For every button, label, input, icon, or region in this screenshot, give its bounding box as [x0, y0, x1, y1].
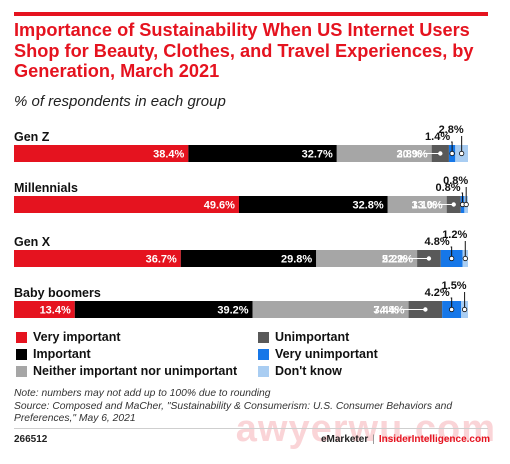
- footer-brand: eMarketer | InsiderIntelligence.com: [321, 434, 490, 445]
- accent-bar: [14, 12, 488, 16]
- marker-gen-z-unimportant: [438, 151, 443, 156]
- legend-swatch-unimportant: [258, 331, 269, 343]
- data-label-baby-boomers-very-important: 13.4%: [40, 305, 71, 317]
- legend-item-unimportant: Unimportant: [258, 330, 349, 344]
- bar-gen-x-important: [180, 250, 317, 267]
- bar-baby-boomers-important: [74, 301, 253, 318]
- bar-gen-x-very-important: [14, 250, 181, 267]
- bar-millennials-important: [238, 196, 388, 213]
- legend-swatch-important: [16, 348, 27, 360]
- callout-marker-gen-x-very-unimportant: [449, 255, 455, 262]
- data-label-gen-z-neither: 20.9%: [396, 149, 427, 161]
- data-label-gen-z-very-important: 38.4%: [153, 149, 184, 161]
- legend-swatch-dont-know: [258, 365, 269, 377]
- data-label-gen-x-unimportant: 5.2%: [382, 254, 407, 266]
- legend-label-very-important: Very important: [33, 330, 121, 344]
- category-label-baby-boomers: Baby boomers: [14, 286, 101, 300]
- legend-label-neither: Neither important nor unimportant: [33, 364, 238, 378]
- brand-separator: |: [372, 434, 375, 445]
- callout-marker-gen-z-dont-know: [459, 150, 465, 157]
- legend-label-very-unimportant: Very unimportant: [275, 347, 378, 361]
- callout-line-gen-z-very-unimportant: [451, 141, 453, 154]
- legend-item-neither: Neither important nor unimportant: [16, 364, 237, 378]
- legend-swatch-neither: [16, 365, 27, 377]
- callout-label-gen-z-very-unimportant: 1.4%: [425, 131, 450, 143]
- bar-gen-x-neither: [316, 250, 418, 267]
- source-note: Note: numbers may not add up to 100% due…: [14, 388, 494, 426]
- legend-item-very-unimportant: Very unimportant: [258, 347, 378, 361]
- stacked-bar-chart: Gen Z 38.4% 32.7% 20.9%3.8%1.4%2.8% Millenni…: [14, 124, 469, 318]
- legend-swatch-very-unimportant: [258, 348, 269, 360]
- bar-millennials-neither: [387, 196, 447, 213]
- brand-site: InsiderIntelligence.com: [378, 434, 490, 445]
- chart-subtitle: % of respondents in each group: [14, 93, 226, 110]
- legend-label-important: Important: [33, 347, 91, 361]
- bar-millennials-very-important: [14, 196, 239, 213]
- data-label-baby-boomers-neither: 34.4%: [373, 305, 404, 317]
- data-label-gen-x-very-important: 36.7%: [146, 254, 177, 266]
- legend-swatch-very-important: [16, 331, 27, 343]
- chart-id: 266512: [14, 434, 48, 445]
- callout-marker-baby-boomers-dont-know: [461, 306, 468, 313]
- brand-name: eMarketer: [320, 434, 369, 445]
- callout-label-millennials-dont-know: 0.8%: [443, 175, 468, 187]
- data-label-gen-x-neither: 22.2%: [382, 254, 413, 266]
- callout-label-baby-boomers-very-unimportant: 4.2%: [425, 287, 450, 299]
- data-label-baby-boomers-unimportant: 7.4%: [374, 305, 399, 317]
- footer-divider: [14, 428, 488, 429]
- bar-gen-z-important: [188, 145, 337, 162]
- legend-label-unimportant: Unimportant: [275, 330, 350, 344]
- watermark: awyerwu.com: [235, 408, 496, 450]
- marker-gen-x-unimportant: [426, 256, 432, 261]
- bar-baby-boomers-very-important: [14, 301, 75, 318]
- marker-baby-boomers-unimportant: [423, 307, 428, 312]
- callout-label-baby-boomers-dont-know: 1.5%: [442, 280, 467, 292]
- note-source: Source: Composed and MaCher, "Sustainabi…: [14, 400, 453, 425]
- callout-label-gen-x-dont-know: 1.2%: [442, 229, 467, 241]
- legend-item-very-important: Very important: [16, 330, 121, 344]
- legend-label-dont-know: Don't know: [275, 364, 342, 378]
- marker-millennials-unimportant: [451, 202, 456, 207]
- data-label-gen-z-important: 32.7%: [302, 149, 333, 161]
- data-label-gen-z-unimportant: 3.8%: [397, 149, 422, 161]
- callout-marker-millennials-dont-know: [463, 201, 469, 208]
- callout-marker-gen-z-very-unimportant: [449, 150, 455, 157]
- bar-gen-z-very-important: [14, 145, 189, 162]
- data-label-millennials-important: 32.8%: [353, 200, 384, 212]
- category-label-gen-z: Gen Z: [14, 130, 50, 144]
- data-label-millennials-very-important: 49.6%: [204, 200, 235, 212]
- data-label-baby-boomers-important: 39.2%: [217, 305, 248, 317]
- bar-baby-boomers-neither: [252, 301, 409, 318]
- legend-item-dont-know: Don't know: [258, 364, 342, 378]
- bar-gen-z-neither: [336, 145, 432, 162]
- callout-line-millennials-very-unimportant: [461, 192, 464, 205]
- callout-marker-baby-boomers-very-unimportant: [449, 306, 455, 313]
- legend-item-important: Important: [16, 347, 91, 361]
- callout-marker-gen-x-dont-know: [462, 255, 468, 262]
- callout-line-baby-boomers-very-unimportant: [450, 297, 453, 310]
- callout-label-gen-x-very-unimportant: 4.8%: [425, 236, 450, 248]
- callout-label-gen-z-dont-know: 2.8%: [439, 124, 464, 136]
- note-rounding: Note: numbers may not add up to 100% due…: [14, 388, 271, 399]
- category-label-gen-x: Gen X: [14, 235, 51, 249]
- chart-title: Importance of Sustainability When US Int…: [14, 20, 474, 81]
- category-label-millennials: Millennials: [14, 181, 78, 195]
- callout-line-gen-x-very-unimportant: [450, 246, 453, 259]
- data-label-gen-x-important: 29.8%: [281, 254, 312, 266]
- callout-label-millennials-very-unimportant: 0.8%: [435, 182, 460, 194]
- data-label-millennials-unimportant: 3.1%: [412, 200, 437, 212]
- data-label-millennials-neither: 13.0%: [411, 200, 442, 212]
